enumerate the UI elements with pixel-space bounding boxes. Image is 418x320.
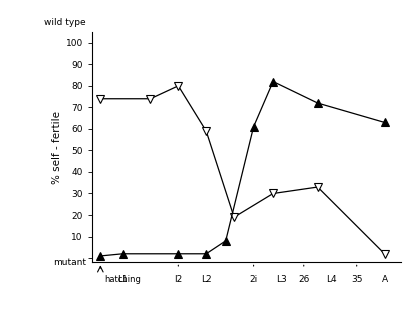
- Text: 35: 35: [351, 275, 362, 284]
- Text: L3: L3: [276, 275, 287, 284]
- Text: 2i: 2i: [250, 275, 258, 284]
- Text: l2: l2: [174, 275, 183, 284]
- Y-axis label: % self - fertile: % self - fertile: [51, 111, 61, 184]
- Text: L4: L4: [326, 275, 337, 284]
- Text: hatching: hatching: [104, 275, 141, 284]
- Text: L2: L2: [201, 275, 212, 284]
- Text: L1: L1: [117, 275, 128, 284]
- Text: 26: 26: [298, 275, 309, 284]
- Text: wild type: wild type: [44, 18, 86, 28]
- Text: mutant: mutant: [53, 258, 86, 267]
- Text: A: A: [382, 275, 387, 284]
